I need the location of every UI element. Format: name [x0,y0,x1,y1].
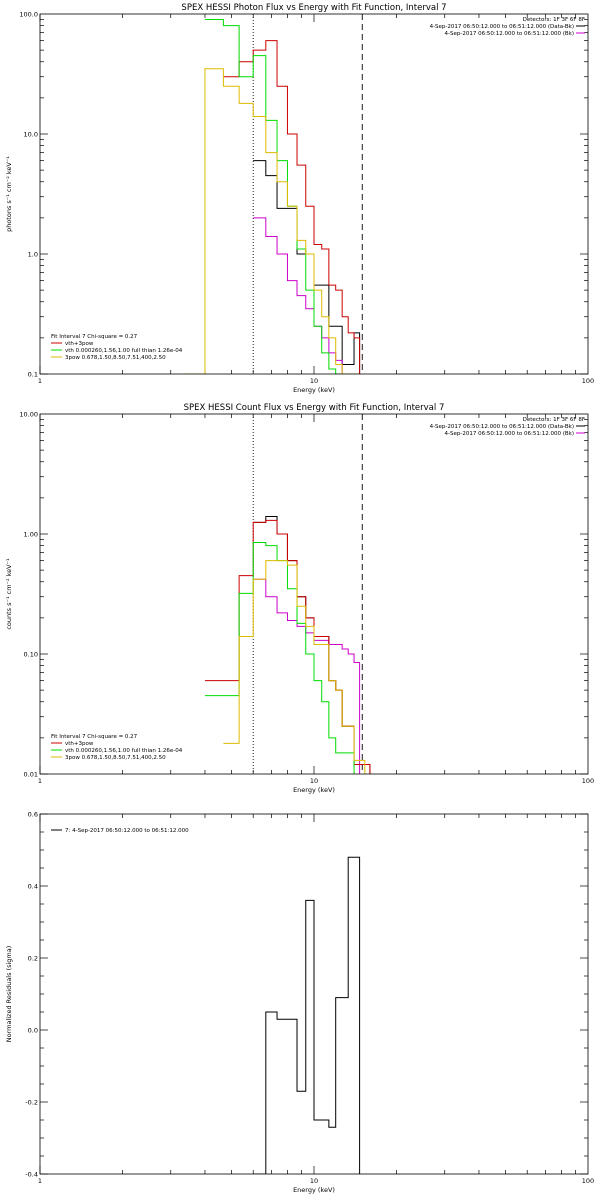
photon-flux-panel: SPEX HESSI Photon Flux vs Energy with Fi… [5,3,594,394]
info-line: 4-Sep-2017 06:50:12.000 to 06:51:12.000 … [430,424,574,430]
x-tick-label: 100 [582,1177,594,1185]
series-2-histogram [204,519,371,774]
y-axis-label: Normalized Residuals (sigma) [5,946,13,1043]
y-tick-label: 0.01 [24,771,38,779]
y-axis-label: photons s⁻¹ cm⁻² keV⁻¹ [5,156,13,232]
legend-title: Fit Interval 7 Chi-square = 0.27 [51,334,138,340]
series-4-histogram [183,68,360,374]
series-group [204,515,371,774]
x-axis-label: Energy (keV) [293,386,335,394]
legend-entry: vth 0.000260,1.56,1.00 full thian 1.26e-… [65,348,183,354]
legend-entry: 3pow 0.678,1.50,8.50,7.51,400,2.50 [65,755,166,761]
series-group [183,18,361,374]
x-tick-label: 100 [582,777,594,785]
x-tick-label: 10 [310,377,318,385]
y-tick-label: 10.00 [19,411,38,419]
x-tick-label: 1 [38,777,42,785]
series-group [253,856,361,1174]
x-tick-label: 10 [310,1177,318,1185]
info-line: 4-Sep-2017 06:50:12.000 to 06:51:12.000 … [430,24,574,30]
legend-title: Fit Interval 7 Chi-square = 0.27 [51,734,138,740]
series-3-histogram [204,541,355,774]
info-line: Detectors: 1F 3F 6F 8F [523,17,585,23]
y-tick-label: 10.0 [24,131,38,139]
count-flux-panel: SPEX HESSI Count Flux vs Energy with Fit… [5,403,594,794]
y-tick-label: -0.4 [25,1171,38,1179]
y-tick-label: -0.2 [25,1099,38,1107]
plot-frame [39,13,589,375]
info-line: 4-Sep-2017 06:50:12.000 to 06:51:12.000 … [445,431,575,437]
x-tick-label: 10 [310,777,318,785]
y-tick-label: 0.6 [28,811,38,819]
info-line: Detectors: 1F 3F 6F 8F [523,417,585,423]
series-2-histogram [223,40,361,374]
plot-frame [39,813,589,1175]
legend-entry: 7: 4-Sep-2017 06:50:12.000 to 06:51:12.0… [65,828,189,834]
y-tick-label: 1.00 [24,531,38,539]
info-line: 4-Sep-2017 06:50:12.000 to 06:51:12.000 … [445,31,575,37]
y-tick-label: 100.0 [19,11,38,19]
series-4-histogram [223,560,366,774]
chart-title: SPEX HESSI Photon Flux vs Energy with Fi… [181,3,446,13]
legend-entry: vth+3pow [65,741,94,747]
y-tick-label: 0.4 [28,883,38,891]
legend-entry: vth 0.000260,1.56,1.00 full thian 1.26e-… [65,748,183,754]
x-tick-label: 1 [38,1177,42,1185]
legend-entry: vth+3pow [65,341,94,347]
y-tick-label: 1.0 [28,251,38,259]
series-0-histogram [253,856,361,1174]
legend-entry: 3pow 0.678,1.50,8.50,7.51,400,2.50 [65,355,166,361]
series-1-histogram [253,217,360,374]
series-1-histogram [253,578,361,774]
y-tick-label: 0.1 [28,371,38,379]
x-axis-label: Energy (keV) [293,786,335,794]
x-tick-label: 100 [582,377,594,385]
x-tick-label: 1 [38,377,42,385]
residuals-panel: 1 10 100 -0.4 -0.2 0.0 0.2 0.4 0.6 Energy (keV) No… [5,811,594,1195]
x-axis-label: Energy (keV) [293,1186,335,1194]
y-axis-label: counts s⁻¹ cm⁻² keV⁻¹ [5,558,13,630]
plot-frame [39,413,589,775]
series-0-histogram [253,515,371,774]
y-tick-label: 0.0 [28,1027,38,1035]
y-tick-label: 0.10 [24,651,38,659]
series-0-histogram [253,160,361,374]
y-tick-label: 0.2 [28,955,38,963]
chart-title: SPEX HESSI Count Flux vs Energy with Fit… [184,403,445,413]
